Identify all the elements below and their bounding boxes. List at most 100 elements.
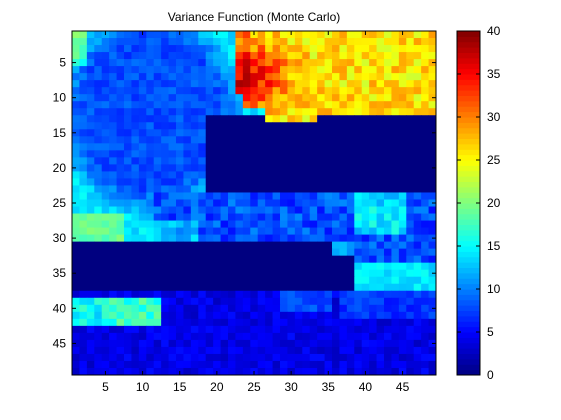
heatmap-cell — [250, 199, 259, 207]
heatmap-cell — [302, 227, 311, 235]
heatmap-cell — [384, 241, 392, 250]
heatmap-cell — [190, 220, 199, 228]
heatmap-cell — [302, 332, 311, 341]
heatmap-cell — [242, 297, 251, 306]
heatmap-cell — [294, 360, 303, 369]
heatmap-cell — [265, 332, 273, 341]
heatmap-cell — [309, 164, 318, 172]
heatmap-cell — [86, 255, 95, 264]
heatmap-cell — [376, 122, 385, 130]
heatmap-cell — [391, 101, 400, 109]
heatmap-cell — [287, 206, 296, 214]
heatmap-cell — [369, 136, 377, 144]
heatmap-cell — [391, 66, 400, 74]
heatmap-cell — [242, 262, 251, 271]
heatmap-cell — [220, 136, 229, 144]
heatmap-cell — [398, 346, 407, 355]
heatmap-cell — [265, 353, 273, 362]
heatmap-cell — [361, 325, 370, 334]
heatmap-cell — [176, 45, 184, 53]
heatmap-cell — [228, 122, 236, 130]
heatmap-cell — [339, 52, 348, 60]
heatmap-cell — [309, 143, 318, 151]
heatmap-cell — [421, 304, 429, 313]
heatmap-cell — [302, 360, 311, 369]
heatmap-cell — [86, 269, 95, 278]
heatmap-cell — [287, 157, 296, 165]
heatmap-cell — [406, 283, 415, 292]
heatmap-cell — [79, 150, 88, 158]
heatmap-cell — [369, 164, 377, 172]
heatmap-cell — [242, 318, 251, 327]
heatmap-cell — [161, 227, 169, 235]
heatmap-cell — [168, 283, 177, 292]
heatmap-cell — [220, 178, 229, 186]
heatmap-cell — [94, 290, 103, 299]
heatmap-cell — [131, 367, 140, 376]
heatmap-cell — [280, 87, 288, 95]
heatmap-cell — [72, 318, 80, 327]
heatmap-cell — [361, 59, 370, 67]
heatmap-cell — [86, 87, 95, 95]
heatmap-cell — [317, 276, 325, 285]
heatmap-cell — [287, 66, 296, 74]
heatmap-cell — [406, 143, 415, 151]
heatmap-cell — [309, 360, 318, 369]
heatmap-cell — [235, 185, 244, 193]
heatmap-cell — [109, 311, 117, 320]
heatmap-cell — [146, 115, 155, 123]
heatmap-cell — [124, 143, 132, 151]
heatmap-cell — [116, 94, 125, 102]
heatmap-cell — [324, 122, 333, 130]
heatmap-cell — [413, 248, 422, 257]
heatmap-cell — [324, 339, 333, 348]
heatmap-cell — [339, 241, 348, 250]
heatmap-cell — [138, 38, 147, 46]
heatmap-cell — [131, 157, 140, 165]
colorbar-swatch — [457, 283, 480, 290]
heatmap-cell — [280, 220, 288, 228]
heatmap-cell — [324, 192, 333, 200]
heatmap-cell — [302, 122, 311, 130]
heatmap-cell — [109, 206, 117, 214]
heatmap-cell — [86, 59, 95, 67]
heatmap-cell — [131, 241, 140, 250]
heatmap-cell — [220, 311, 229, 320]
heatmap-cell — [161, 234, 169, 243]
heatmap-cell — [309, 290, 318, 299]
heatmap-cell — [324, 213, 333, 221]
heatmap-cell — [398, 339, 407, 348]
colorbar-swatch — [457, 294, 480, 301]
heatmap-cell — [153, 255, 162, 264]
heatmap-cell — [198, 80, 207, 88]
heatmap-cell — [116, 262, 125, 271]
heatmap-cell — [354, 241, 363, 250]
heatmap-cell — [176, 213, 184, 221]
heatmap-cell — [391, 73, 400, 81]
heatmap-cell — [265, 150, 273, 158]
heatmap-cell — [72, 290, 80, 299]
heatmap-cell — [205, 73, 214, 81]
colorbar-swatch — [457, 143, 480, 150]
heatmap-cell — [228, 269, 236, 278]
heatmap-cell — [72, 220, 80, 228]
colorbar-swatch — [457, 90, 480, 97]
colorbar-swatch — [457, 79, 480, 86]
colorbar-swatch — [457, 197, 480, 204]
heatmap-cell — [317, 360, 325, 369]
heatmap-cell — [86, 227, 95, 235]
heatmap-cell — [116, 248, 125, 257]
heatmap-cell — [346, 248, 355, 257]
heatmap-cell — [131, 129, 140, 137]
heatmap-cell — [109, 122, 117, 130]
heatmap-cell — [190, 31, 199, 39]
heatmap-cell — [294, 290, 303, 299]
heatmap-cell — [235, 227, 244, 235]
heatmap-cell — [287, 143, 296, 151]
heatmap-cell — [228, 339, 236, 348]
heatmap-cell — [361, 227, 370, 235]
heatmap-cell — [280, 353, 288, 362]
heatmap-cell — [168, 122, 177, 130]
heatmap-cell — [124, 122, 132, 130]
heatmap-cell — [116, 66, 125, 74]
